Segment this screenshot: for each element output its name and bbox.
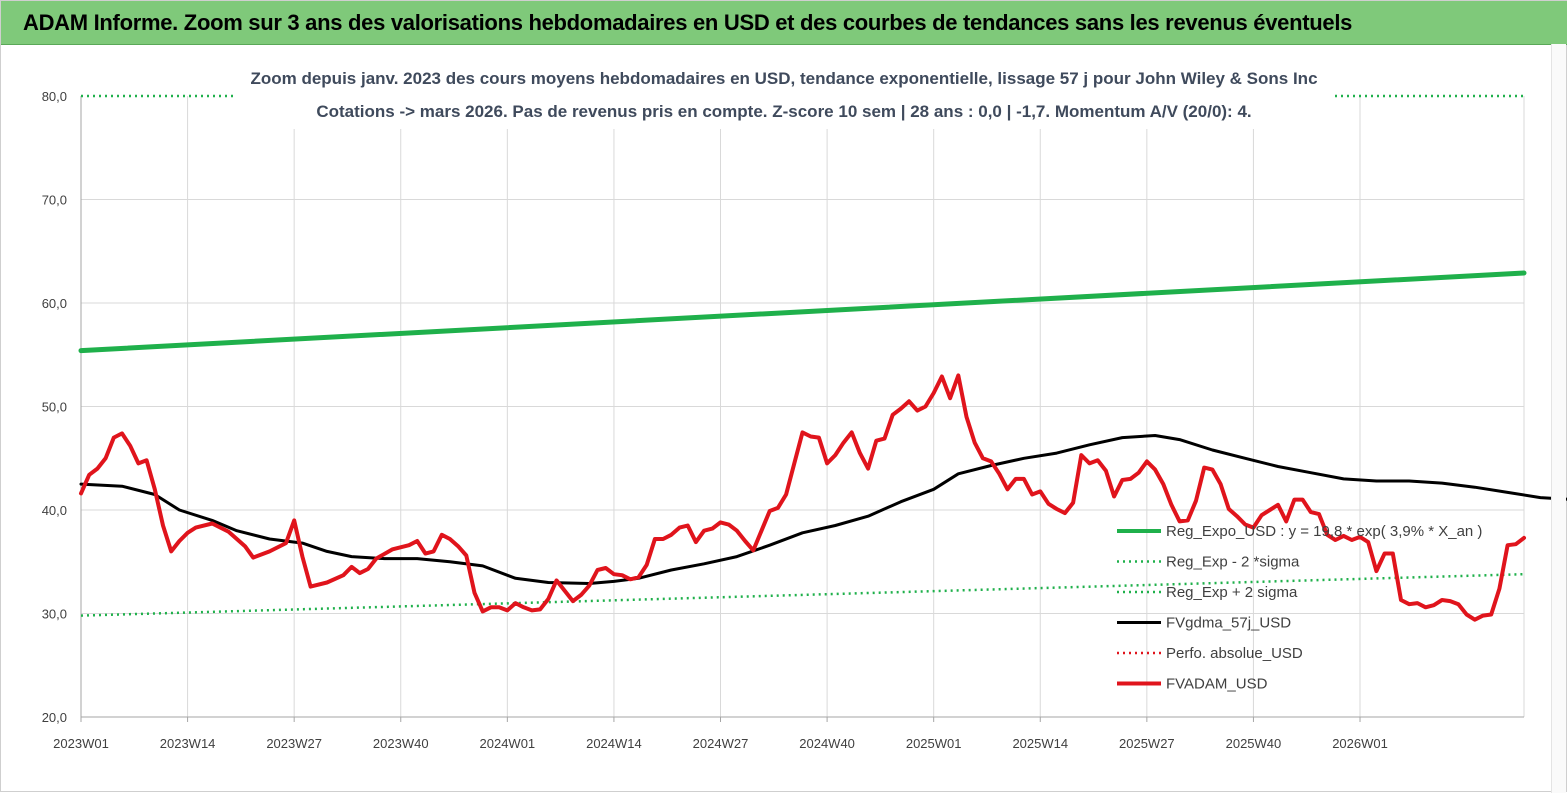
legend-label-fvgdma-57j-usd: FVgdma_57j_USD [1166,615,1291,632]
gridlines [81,96,1525,717]
banner-title: ADAM Informe. Zoom sur 3 ans des valoris… [23,10,1353,35]
series-line-fvgdma-57j-usd [79,434,1567,585]
y-tick-label: 30,0 [42,607,67,622]
legend: Reg_Expo_USD : y = 19,8 * exp( 3,9% * X_… [1117,523,1482,693]
chart-subtitle-line1: Zoom depuis janv. 2023 des cours moyens … [250,69,1317,88]
series-layer [78,94,1567,622]
x-tick-label: 2024W27 [693,736,749,751]
x-tick-label: 2024W14 [586,736,642,751]
x-tick-label: 2025W27 [1119,736,1175,751]
x-tick-label: 2023W14 [160,736,216,751]
x-tick-label: 2023W01 [53,736,109,751]
x-tick-label: 2025W14 [1012,736,1068,751]
legend-label-reg-exp-2-sigma: Reg_Exp + 2 sigma [1166,584,1298,601]
legend-label-reg-exp-2-sigma: Reg_Exp - 2 *sigma [1166,554,1300,571]
series-line-reg-exp-2-sigma [80,572,1525,617]
x-axis-tick-labels: 2023W01 2023W14 2023W27 2023W40 2024W01 2024W… [53,736,1388,751]
chart-subtitle-line2: Cotations -> mars 2026. Pas de revenus p… [316,102,1251,121]
x-tick-label: 2025W40 [1226,736,1282,751]
legend-label-perfo-absolue-usd: Perfo. absolue_USD [1166,645,1303,662]
x-tick-label: 2026W01 [1332,736,1388,751]
y-tick-label: 40,0 [42,503,67,518]
y-tick-label: 80,0 [42,89,67,104]
legend-label-reg-expo-usd-y-19-8-exp-3-9-x-an: Reg_Expo_USD : y = 19,8 * exp( 3,9% * X_… [1166,523,1482,540]
subtitle-background [233,59,1335,129]
y-tick-label: 50,0 [42,400,67,415]
title-banner: ADAM Informe. Zoom sur 3 ans des valoris… [1,1,1567,45]
legend-label-fvadam-usd: FVADAM_USD [1166,676,1268,693]
x-tick-label: 2023W27 [266,736,322,751]
y-tick-label: 60,0 [42,296,67,311]
axes [80,96,1524,722]
series-line-reg-expo-usd-y-19-8-exp-3-9-x-an [78,270,1527,354]
series-line-fvadam-usd [79,373,1526,622]
x-tick-label: 2024W01 [480,736,536,751]
x-tick-label: 2024W40 [799,736,855,751]
x-tick-label: 2023W40 [373,736,429,751]
y-tick-label: 20,0 [42,710,67,725]
scroll-edge [1551,44,1566,793]
x-tick-label: 2025W01 [906,736,962,751]
y-tick-label: 70,0 [42,193,67,208]
y-axis-tick-labels: 20,0 30,0 40,0 50,0 60,0 70,0 80,0 [42,89,67,725]
